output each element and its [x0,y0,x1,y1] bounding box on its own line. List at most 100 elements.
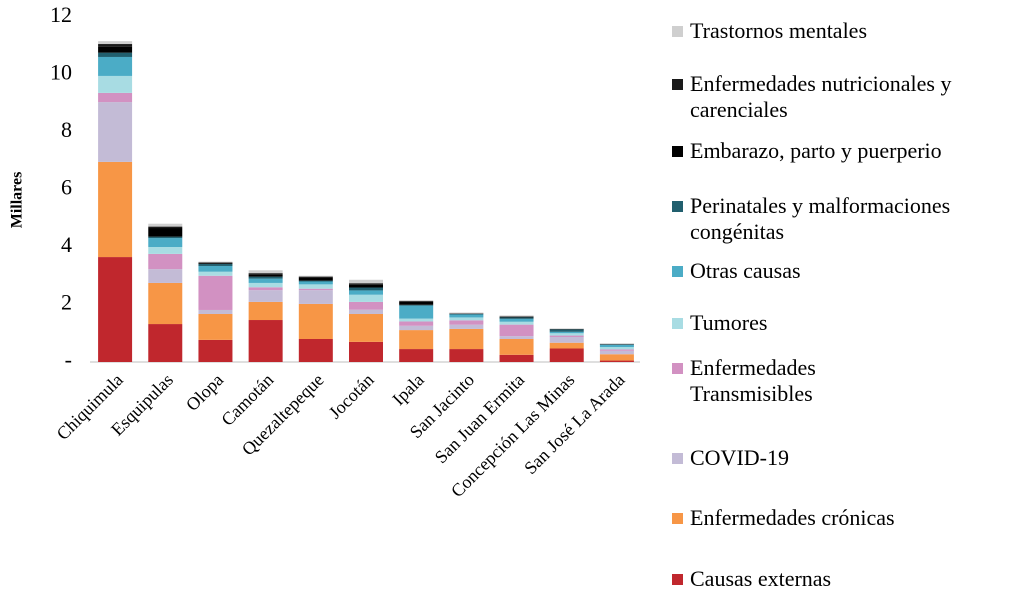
bar-segment [98,44,133,47]
bar-segment [499,318,534,322]
bar-segment [399,349,434,362]
bar-segment [98,102,133,162]
bar-segment [449,349,484,362]
bar-segment [198,261,233,263]
bar-segment [98,161,133,258]
bar-segment [349,290,383,295]
x-tick-label: San Juan Ermita [431,370,529,468]
bar-segment [198,271,233,276]
bar-segment [248,320,283,362]
bar-segment [449,312,484,314]
legend-item: Trastornos mentales [672,18,1024,44]
legend-label: Enfermedades crónicas [690,505,895,530]
legend-swatch [672,453,683,464]
legend-swatch [672,363,683,374]
bar-segment [298,339,333,362]
legend-label: Enfermedades Transmisibles [690,355,816,406]
legend-swatch [672,266,683,277]
y-tick-label: 12 [50,2,72,27]
bar-segment [599,343,634,344]
bar-segment [499,321,534,325]
bar-segment [549,329,584,332]
bar-segment [248,287,283,291]
bar-segment [599,354,634,361]
bar-segment [549,333,584,336]
bar-segment [349,287,383,291]
bar-segment [198,309,233,314]
bar-segment [349,301,383,310]
bar-segment [599,360,634,362]
legend-item: COVID-19 [672,445,1024,471]
bar-segment [298,277,333,281]
bar-segment [449,320,484,325]
bar-segment [298,284,333,289]
bar-segment [248,278,283,283]
bar-segment [148,226,183,229]
bar-segment [198,339,233,362]
legend-item: Causas externas [672,566,1024,592]
bar-segment [148,223,183,227]
bar-segment [399,330,434,350]
bar-segment [248,282,283,288]
bar-segment [148,324,183,362]
legend-label: Enfermedades nutricionales y carenciales [690,71,952,122]
bar-segment [449,314,484,318]
y-tick-label: 8 [61,117,72,142]
legend-item: Perinatales y malformaciones congénitas [672,193,1024,245]
bar-segment [248,301,283,321]
bar-segment [148,238,183,247]
bar-segment [198,265,233,272]
bar-segment [499,354,534,362]
bar-segment [148,236,183,239]
bar-segment [298,275,333,277]
y-tick-label: - [65,347,72,372]
bar-segment [399,304,434,306]
y-tick-label: 4 [61,232,72,257]
bar-segment [98,41,133,45]
bar-segment [349,294,383,302]
bar-segment [549,331,584,334]
x-tick-label: Jocotán [325,370,378,423]
bar-segment [98,75,133,93]
legend-item: Enfermedades Transmisibles [672,355,1024,407]
legend-swatch [672,201,683,212]
bar-segment [98,257,133,362]
bar-segment [349,283,383,285]
x-tick-label: Ipala [388,370,428,410]
bar-segment [248,273,283,275]
bar-segment [599,350,634,355]
y-tick-label: 10 [50,60,72,85]
bar-segment [198,313,233,340]
legend-swatch [672,26,683,37]
bar-segment [499,315,534,317]
bar-segment [449,313,484,315]
bar-segment [399,301,434,302]
bar-segment [148,228,183,237]
bar-segment [349,309,383,314]
legend-swatch [672,79,683,90]
bar-segment [98,56,133,76]
bar-segment [148,269,183,283]
bar-segment [198,263,233,266]
bar-segment [248,276,283,279]
legend-label: Tumores [690,310,768,335]
bar-segment [248,290,283,302]
bar-segment [148,282,183,325]
legend-item: Tumores [672,310,1024,336]
bar-segment [549,336,584,343]
bar-segment [198,263,233,264]
y-axis-label: Millares [9,172,26,229]
bar-segment [399,318,434,322]
bar-segment [499,324,534,337]
legend-label: Causas externas [690,566,832,591]
bar-segment [98,92,133,103]
legend-item: Otras causas [672,258,1024,284]
legend-swatch [672,574,683,585]
bar-segment [248,270,283,274]
bar-segment [499,317,534,319]
bar-segment [399,305,434,319]
bar-segment [349,279,383,284]
legend-item: Embarazo, parto y puerperio [672,138,1024,164]
bar-segment [449,317,484,321]
bar-segment [298,290,333,304]
